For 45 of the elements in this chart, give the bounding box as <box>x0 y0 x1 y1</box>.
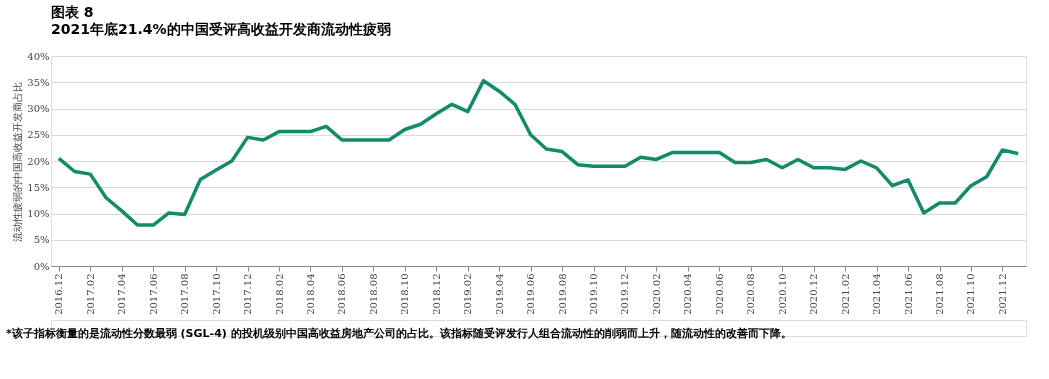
x-tick-label: 2017.04 <box>116 273 128 315</box>
chart-title: 图表 8 <box>51 4 94 20</box>
y-tick-label: 5% <box>33 234 50 246</box>
x-tick-label: 2017.06 <box>147 273 159 315</box>
x-tick-label: 2021.06 <box>902 273 914 315</box>
y-tick-label: 15% <box>27 181 50 193</box>
y-tick-label: 35% <box>27 76 50 88</box>
x-tick-label: 2018.02 <box>273 273 285 315</box>
x-tick-label: 2016.12 <box>53 273 65 315</box>
x-tick-label: 2021.04 <box>871 273 883 315</box>
x-tick-label: 2021.08 <box>934 273 946 315</box>
y-tick-label: 40% <box>27 50 50 62</box>
x-tick-label: 2021.02 <box>839 273 851 315</box>
x-tick-label: 2020.06 <box>713 273 725 315</box>
x-tick-label: 2018.08 <box>367 273 379 315</box>
x-tick-label: 2019.06 <box>525 273 537 315</box>
x-tick-label: 2019.12 <box>619 273 631 315</box>
x-tick-label: 2018.06 <box>336 273 348 315</box>
x-tick-label: 2019.08 <box>556 273 568 315</box>
y-tick-label: 20% <box>27 155 50 167</box>
line-series <box>57 78 1020 227</box>
x-tick-label: 2019.04 <box>493 273 505 315</box>
x-tick-label: 2017.08 <box>179 273 191 315</box>
x-tick-label: 2020.02 <box>650 273 662 315</box>
x-tick-label: 2020.08 <box>745 273 757 315</box>
y-tick-label: 10% <box>27 208 50 219</box>
x-tick-label: 2017.10 <box>210 273 222 315</box>
chart-subtitle: 2021年底21.4%的中国受评高收益开发商流动性疲弱 <box>51 21 391 37</box>
x-tick-label: 2018.04 <box>304 273 316 315</box>
x-tick-label: 2020.04 <box>682 273 694 315</box>
x-tick-label: 2018.12 <box>430 273 442 315</box>
x-tick-label: 2020.10 <box>776 273 788 315</box>
x-tick-label: 2019.10 <box>588 273 600 315</box>
x-tick-label: 2020.12 <box>808 273 820 315</box>
y-tick-label: 0% <box>33 260 50 272</box>
x-tick-label: 2018.10 <box>399 273 411 315</box>
y-tick-label: 25% <box>27 129 50 141</box>
y-tick-label: 30% <box>27 103 50 114</box>
text: *该子指标衡量的是流动性分数最弱 (SGL-4) 的投机级别中国高收益房地产公司的占比。该指标随受评发行人组合流动性的削弱而上升，随流动性的改善而下降。 <box>6 327 792 340</box>
y-axis-title: 流动性疲弱的中国高收益开发商占比 <box>12 81 24 242</box>
x-tick-label: 2017.02 <box>84 273 96 315</box>
x-tick-label: 2021.10 <box>965 273 977 315</box>
x-tick-label: 2021.12 <box>996 273 1008 315</box>
x-tick-label: 2017.12 <box>242 273 254 315</box>
x-tick-label: 2019.02 <box>462 273 474 315</box>
